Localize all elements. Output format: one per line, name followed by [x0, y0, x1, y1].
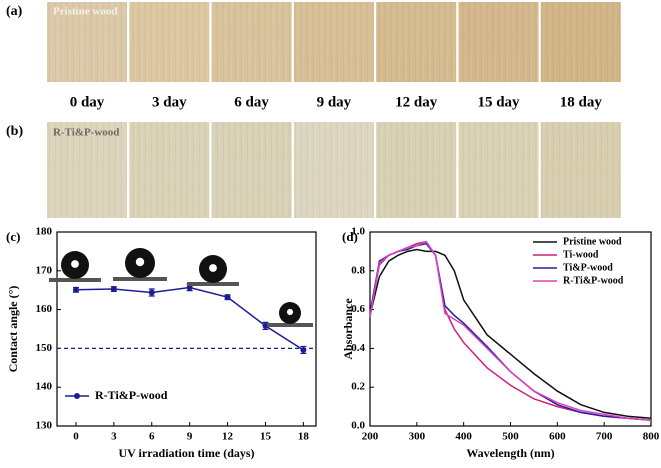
wood-grain: [129, 2, 210, 82]
day-label: 6 day: [234, 94, 269, 110]
y-axis-title: Contact angle (°): [6, 286, 20, 373]
wood-grain: [47, 2, 127, 82]
legend-label: Ti-wood: [563, 249, 599, 260]
x-tick-label: 3: [111, 431, 117, 443]
data-line: [369, 248, 652, 419]
y-tick-label: 0.0: [351, 420, 365, 432]
y-tick-label: 150: [36, 342, 53, 354]
photo-caption: R-Ti&P-wood: [53, 127, 119, 139]
wood-grain: [458, 122, 539, 218]
plot-frame: [369, 231, 652, 427]
data-point: [72, 286, 79, 293]
x-tick-label: 300: [409, 431, 426, 443]
panel-label: (c): [6, 229, 20, 244]
day-label: 3 day: [152, 94, 187, 110]
data-point: [300, 346, 307, 353]
y-tick-label: 0.4: [351, 342, 365, 354]
data-point: [224, 294, 231, 301]
y-tick-label: 1.0: [351, 226, 365, 238]
x-axis-title: UV irradiation time (days): [118, 446, 254, 460]
droplet-highlight: [135, 257, 145, 267]
day-label: 18 day: [560, 94, 603, 110]
wood-grain: [211, 2, 292, 82]
y-tick-label: 170: [36, 264, 53, 276]
x-tick-label: 800: [643, 431, 660, 443]
legend-marker: [74, 393, 80, 399]
x-tick-label: 15: [260, 431, 272, 443]
x-tick-label: 200: [362, 431, 379, 443]
wood-grain: [293, 2, 374, 82]
droplet-base: [113, 277, 167, 281]
panel-label: (b): [6, 124, 23, 139]
legend-label: R-Ti&P-wood: [95, 388, 168, 402]
x-tick-label: 9: [187, 431, 193, 443]
legend-label: Ti&P-wood: [563, 262, 613, 273]
droplet-highlight: [209, 264, 217, 272]
y-axis-title: Absorbance: [341, 298, 355, 360]
x-tick-label: 400: [455, 431, 472, 443]
wood-grain: [458, 2, 539, 82]
x-axis-title: Wavelength (nm): [466, 446, 554, 460]
data-line: [75, 286, 304, 351]
x-tick-label: 0: [73, 431, 79, 443]
y-tick-label: 180: [36, 226, 53, 238]
wood-grain: [47, 122, 127, 218]
x-tick-label: 700: [596, 431, 613, 443]
legend-label: Pristine wood: [563, 236, 622, 247]
wood-grain: [540, 2, 621, 82]
wood-grain: [211, 122, 292, 218]
x-tick-label: 6: [149, 431, 155, 443]
droplet-highlight: [71, 260, 79, 268]
wood-grain: [540, 122, 621, 218]
wood-grain: [129, 122, 210, 218]
day-label: 15 day: [477, 94, 520, 110]
y-tick-label: 0.2: [351, 381, 365, 393]
wood-grain: [293, 122, 374, 218]
panel-label: (d): [342, 229, 358, 244]
droplet-base: [267, 323, 313, 327]
data-point: [262, 322, 269, 329]
y-tick-label: 130: [36, 420, 53, 432]
wood-grain: [376, 2, 457, 82]
photo-caption: Pristine wood: [53, 6, 117, 18]
droplet-highlight: [286, 308, 294, 316]
droplet-base: [187, 282, 239, 286]
legend-label: R-Ti&P-wood: [563, 275, 624, 286]
y-tick-label: 160: [36, 303, 53, 315]
x-tick-label: 600: [549, 431, 566, 443]
day-label: 9 day: [317, 94, 352, 110]
y-tick-label: 140: [36, 381, 53, 393]
data-line: [369, 240, 652, 421]
data-point: [110, 286, 117, 293]
plot-frame: [56, 231, 317, 427]
y-tick-label: 0.6: [351, 303, 365, 315]
y-tick-label: 0.8: [351, 264, 365, 276]
x-tick-label: 18: [298, 431, 310, 443]
panel-label: (a): [6, 4, 23, 19]
x-tick-label: 500: [502, 431, 519, 443]
day-label: 12 day: [395, 94, 438, 110]
data-point: [148, 289, 155, 296]
wood-grain: [376, 122, 457, 218]
x-tick-label: 12: [222, 431, 234, 443]
droplet-base: [49, 278, 101, 282]
day-label: 0 day: [70, 94, 105, 110]
